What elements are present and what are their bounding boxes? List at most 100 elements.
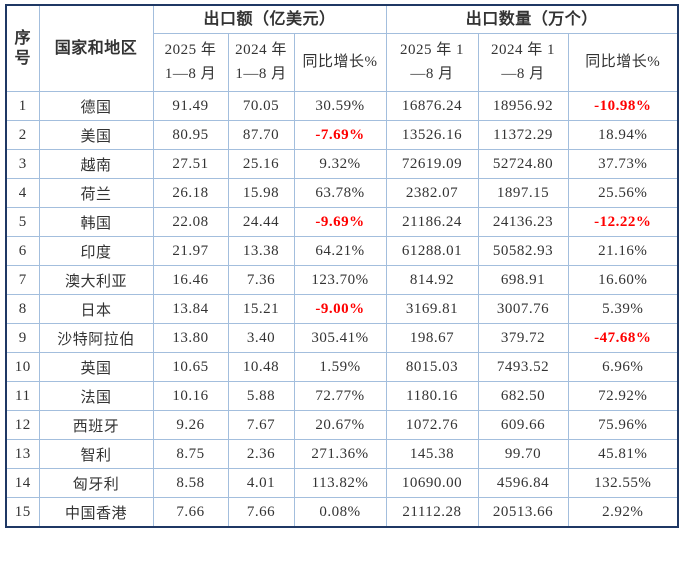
serial-cell: 9 [5, 323, 40, 353]
serial-cell: 2 [5, 120, 40, 150]
value-growth-cell: -7.69% [293, 120, 387, 150]
value-2024-cell: 5.88 [227, 381, 295, 411]
quantity-2025-cell: 21186.24 [385, 207, 479, 237]
value-growth-header: 同比增长% [293, 33, 387, 92]
serial-cell: 15 [5, 497, 40, 528]
quantity-2025-cell: 16876.24 [385, 91, 479, 121]
table-row: 15 中国香港 7.66 7.66 0.08% 21112.28 20513.66 2.92% [5, 497, 679, 528]
value-2024-cell: 24.44 [227, 207, 295, 237]
quantity-2024-cell: 4596.84 [477, 468, 569, 498]
quantity-2025-cell: 1072.76 [385, 410, 479, 440]
quantity-growth-cell: 75.96% [567, 410, 679, 440]
country-cell: 沙特阿拉伯 [38, 323, 154, 353]
serial-cell: 1 [5, 91, 40, 121]
value-growth-cell: 20.67% [293, 410, 387, 440]
quantity-2024-cell: 1897.15 [477, 178, 569, 208]
value-2024-cell: 13.38 [227, 236, 295, 266]
quantity-2024-cell: 682.50 [477, 381, 569, 411]
value-2024-cell: 4.01 [227, 468, 295, 498]
table-header: 序 号 国家和地区 出口额（亿美元） 出口数量（万个） 2025 年 1—8 月… [5, 4, 679, 92]
serial-cell: 5 [5, 207, 40, 237]
export-statistics-table: 序 号 国家和地区 出口额（亿美元） 出口数量（万个） 2025 年 1—8 月… [5, 4, 680, 528]
quantity-2024-cell: 99.70 [477, 439, 569, 469]
quantity-2025-cell: 814.92 [385, 265, 479, 295]
country-cell: 印度 [38, 236, 154, 266]
value-growth-cell: 113.82% [293, 468, 387, 498]
table-row: 12 西班牙 9.26 7.67 20.67% 1072.76 609.66 75.96% [5, 410, 679, 440]
quantity-2025-header: 2025 年 1 —8 月 [385, 33, 479, 92]
value-growth-cell: 0.08% [293, 497, 387, 528]
serial-cell: 12 [5, 410, 40, 440]
table-row: 7 澳大利亚 16.46 7.36 123.70% 814.92 698.91 16.60% [5, 265, 679, 295]
value-2025-cell: 21.97 [152, 236, 229, 266]
quantity-growth-cell: 5.39% [567, 294, 679, 324]
country-cell: 英国 [38, 352, 154, 382]
country-cell: 日本 [38, 294, 154, 324]
serial-header: 序 号 [5, 4, 40, 92]
country-cell: 美国 [38, 120, 154, 150]
value-2024-cell: 10.48 [227, 352, 295, 382]
quantity-2025-cell: 3169.81 [385, 294, 479, 324]
quantity-2025-cell: 61288.01 [385, 236, 479, 266]
table-row: 10 英国 10.65 10.48 1.59% 8015.03 7493.52 6.96% [5, 352, 679, 382]
value-2025-cell: 9.26 [152, 410, 229, 440]
value-2025-cell: 80.95 [152, 120, 229, 150]
value-growth-cell: 271.36% [293, 439, 387, 469]
quantity-2025-cell: 198.67 [385, 323, 479, 353]
header-group-row: 序 号 国家和地区 出口额（亿美元） 出口数量（万个） [5, 4, 679, 92]
table-row: 14 匈牙利 8.58 4.01 113.82% 10690.00 4596.84 132.5… [5, 468, 679, 498]
country-cell: 德国 [38, 91, 154, 121]
table-row: 9 沙特阿拉伯 13.80 3.40 305.41% 198.67 379.72 -47.68… [5, 323, 679, 353]
export-value-group-header: 出口额（亿美元） [152, 4, 387, 34]
table-row: 13 智利 8.75 2.36 271.36% 145.38 99.70 45.81% [5, 439, 679, 469]
value-2025-cell: 16.46 [152, 265, 229, 295]
value-2024-cell: 25.16 [227, 149, 295, 179]
country-cell: 荷兰 [38, 178, 154, 208]
value-2025-cell: 13.84 [152, 294, 229, 324]
quantity-2025-cell: 2382.07 [385, 178, 479, 208]
value-2025-cell: 13.80 [152, 323, 229, 353]
table-body: 1 德国 91.49 70.05 30.59% 16876.24 18956.92 -10.9… [5, 91, 679, 528]
quantity-2025-cell: 13526.16 [385, 120, 479, 150]
value-growth-cell: 123.70% [293, 265, 387, 295]
quantity-2024-cell: 50582.93 [477, 236, 569, 266]
country-cell: 中国香港 [38, 497, 154, 528]
serial-cell: 4 [5, 178, 40, 208]
quantity-growth-cell: 2.92% [567, 497, 679, 528]
quantity-growth-cell: -10.98% [567, 91, 679, 121]
quantity-2025-cell: 145.38 [385, 439, 479, 469]
value-2025-cell: 10.16 [152, 381, 229, 411]
country-cell: 法国 [38, 381, 154, 411]
serial-cell: 3 [5, 149, 40, 179]
value-2024-cell: 7.36 [227, 265, 295, 295]
quantity-growth-cell: 37.73% [567, 149, 679, 179]
export-quantity-group-header: 出口数量（万个） [385, 4, 679, 34]
table-row: 1 德国 91.49 70.05 30.59% 16876.24 18956.92 -10.9… [5, 91, 679, 121]
quantity-growth-cell: 72.92% [567, 381, 679, 411]
value-2024-cell: 70.05 [227, 91, 295, 121]
quantity-2024-cell: 609.66 [477, 410, 569, 440]
quantity-growth-cell: 25.56% [567, 178, 679, 208]
quantity-2024-header: 2024 年 1 —8 月 [477, 33, 569, 92]
serial-cell: 14 [5, 468, 40, 498]
value-growth-cell: -9.00% [293, 294, 387, 324]
serial-cell: 11 [5, 381, 40, 411]
quantity-growth-cell: -47.68% [567, 323, 679, 353]
quantity-2024-cell: 24136.23 [477, 207, 569, 237]
country-cell: 西班牙 [38, 410, 154, 440]
quantity-growth-cell: 21.16% [567, 236, 679, 266]
country-header: 国家和地区 [38, 4, 154, 92]
table-row: 5 韩国 22.08 24.44 -9.69% 21186.24 24136.23 -12.2… [5, 207, 679, 237]
quantity-2024-cell: 7493.52 [477, 352, 569, 382]
value-growth-cell: -9.69% [293, 207, 387, 237]
country-cell: 韩国 [38, 207, 154, 237]
table-row: 11 法国 10.16 5.88 72.77% 1180.16 682.50 72.92% [5, 381, 679, 411]
serial-cell: 13 [5, 439, 40, 469]
quantity-2025-cell: 8015.03 [385, 352, 479, 382]
value-2025-cell: 22.08 [152, 207, 229, 237]
quantity-2025-cell: 10690.00 [385, 468, 479, 498]
quantity-growth-cell: 132.55% [567, 468, 679, 498]
value-2025-cell: 7.66 [152, 497, 229, 528]
value-2025-cell: 91.49 [152, 91, 229, 121]
value-2024-cell: 15.21 [227, 294, 295, 324]
